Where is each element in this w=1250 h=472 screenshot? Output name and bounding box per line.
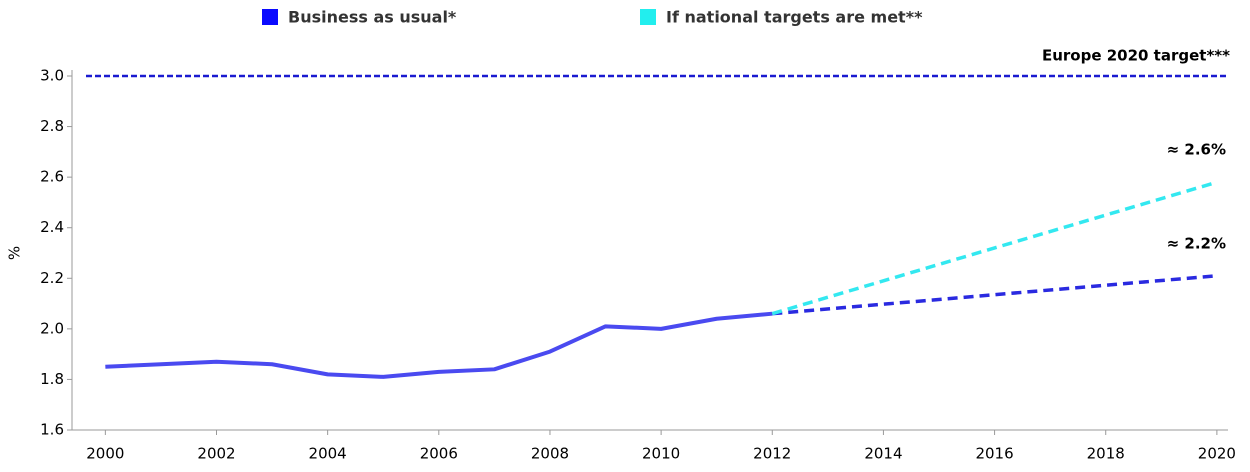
x-tick-label: 2000 (86, 445, 124, 463)
y-axis-label: % (6, 246, 24, 260)
x-tick-label: 2010 (642, 445, 680, 463)
x-tick-label: 2006 (420, 445, 458, 463)
x-tick-label: 2012 (753, 445, 791, 463)
target-label: Europe 2020 target*** (1042, 47, 1230, 65)
x-tick-label: 2008 (531, 445, 569, 463)
y-tick-label: 2.2 (40, 269, 64, 287)
x-tick-label: 2002 (197, 445, 235, 463)
x-tick-label: 2004 (309, 445, 347, 463)
y-tick-label: 1.8 (40, 370, 64, 388)
line (772, 274, 1218, 316)
end-label: ≈ 2.2% (1167, 234, 1226, 252)
end-label: ≈ 2.6% (1167, 141, 1226, 159)
legend-label: Business as usual* (288, 8, 457, 27)
line (105, 311, 773, 379)
legend-swatch (262, 9, 278, 25)
legend-label: If national targets are met** (666, 8, 923, 27)
y-tick-label: 2.6 (40, 168, 64, 186)
y-tick-label: 1.6 (40, 421, 64, 439)
line (771, 180, 1218, 316)
y-tick-label: 2.4 (40, 218, 64, 236)
x-tick-label: 2016 (975, 445, 1013, 463)
y-tick-label: 2.8 (40, 117, 64, 135)
x-tick-label: 2014 (864, 445, 902, 463)
y-tick-label: 2.0 (40, 319, 64, 337)
y-tick-label: 3.0 (40, 67, 64, 85)
legend-swatch (640, 9, 656, 25)
x-tick-label: 2020 (1198, 445, 1236, 463)
x-tick-label: 2018 (1087, 445, 1125, 463)
